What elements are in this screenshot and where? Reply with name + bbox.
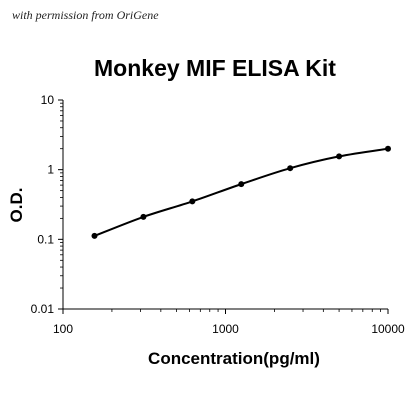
chart-title: Monkey MIF ELISA Kit [94,55,336,81]
x-tick-label: 100 [53,322,73,336]
data-point [287,165,294,172]
data-points [91,145,391,239]
tick-labels: 0.01 0.1 1 10 100 1000 10000 [31,93,405,336]
data-point [238,181,245,188]
x-tick-label: 1000 [212,322,239,336]
x-axis-label: Concentration(pg/ml) [148,349,320,368]
permission-watermark: with permission from OriGene [12,8,159,22]
data-point [91,232,98,239]
y-axis-label: O.D. [7,188,26,223]
data-point [385,145,391,152]
y-tick-label: 1 [47,163,54,177]
y-tick-label: 0.01 [31,302,55,316]
data-point [336,153,343,160]
y-tick-label: 10 [41,93,55,107]
data-point [189,198,196,205]
data-point [140,213,147,220]
fit-curve [94,147,389,237]
axes [58,99,389,314]
x-tick-label: 10000 [371,322,405,336]
y-tick-label: 0.1 [37,232,54,246]
